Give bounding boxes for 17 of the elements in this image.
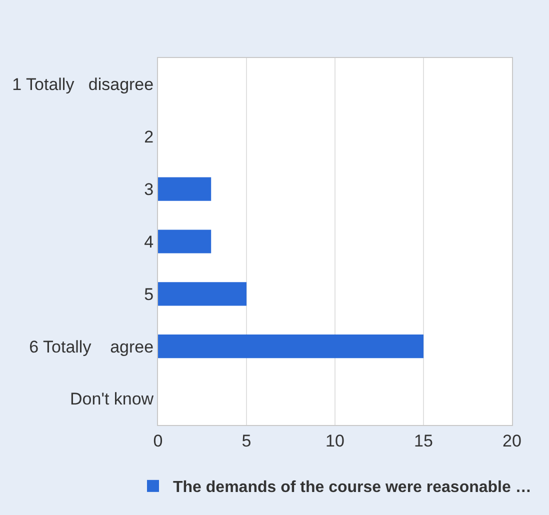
bar — [158, 230, 212, 254]
y-tick-label: 3 — [144, 180, 154, 200]
x-tick-label: 0 — [153, 431, 163, 450]
y-tick-label: 2 — [144, 128, 154, 147]
y-tick-label: 6 Totally agree — [29, 337, 154, 356]
legend-label: The demands of the course were reasonable … — [173, 479, 532, 496]
bar — [158, 177, 212, 201]
x-tick-label: 10 — [326, 431, 344, 450]
x-tick-label: 5 — [242, 431, 252, 450]
bar — [158, 334, 424, 358]
bar — [158, 282, 246, 306]
y-tick-label: 5 — [144, 284, 154, 304]
y-tick-label: Don't know — [70, 390, 154, 409]
y-tick-label: 4 — [144, 232, 154, 252]
y-tick-label: 1 Totally disagree — [12, 75, 154, 94]
x-tick-label: 15 — [414, 431, 433, 450]
x-tick-label: 20 — [502, 431, 522, 450]
